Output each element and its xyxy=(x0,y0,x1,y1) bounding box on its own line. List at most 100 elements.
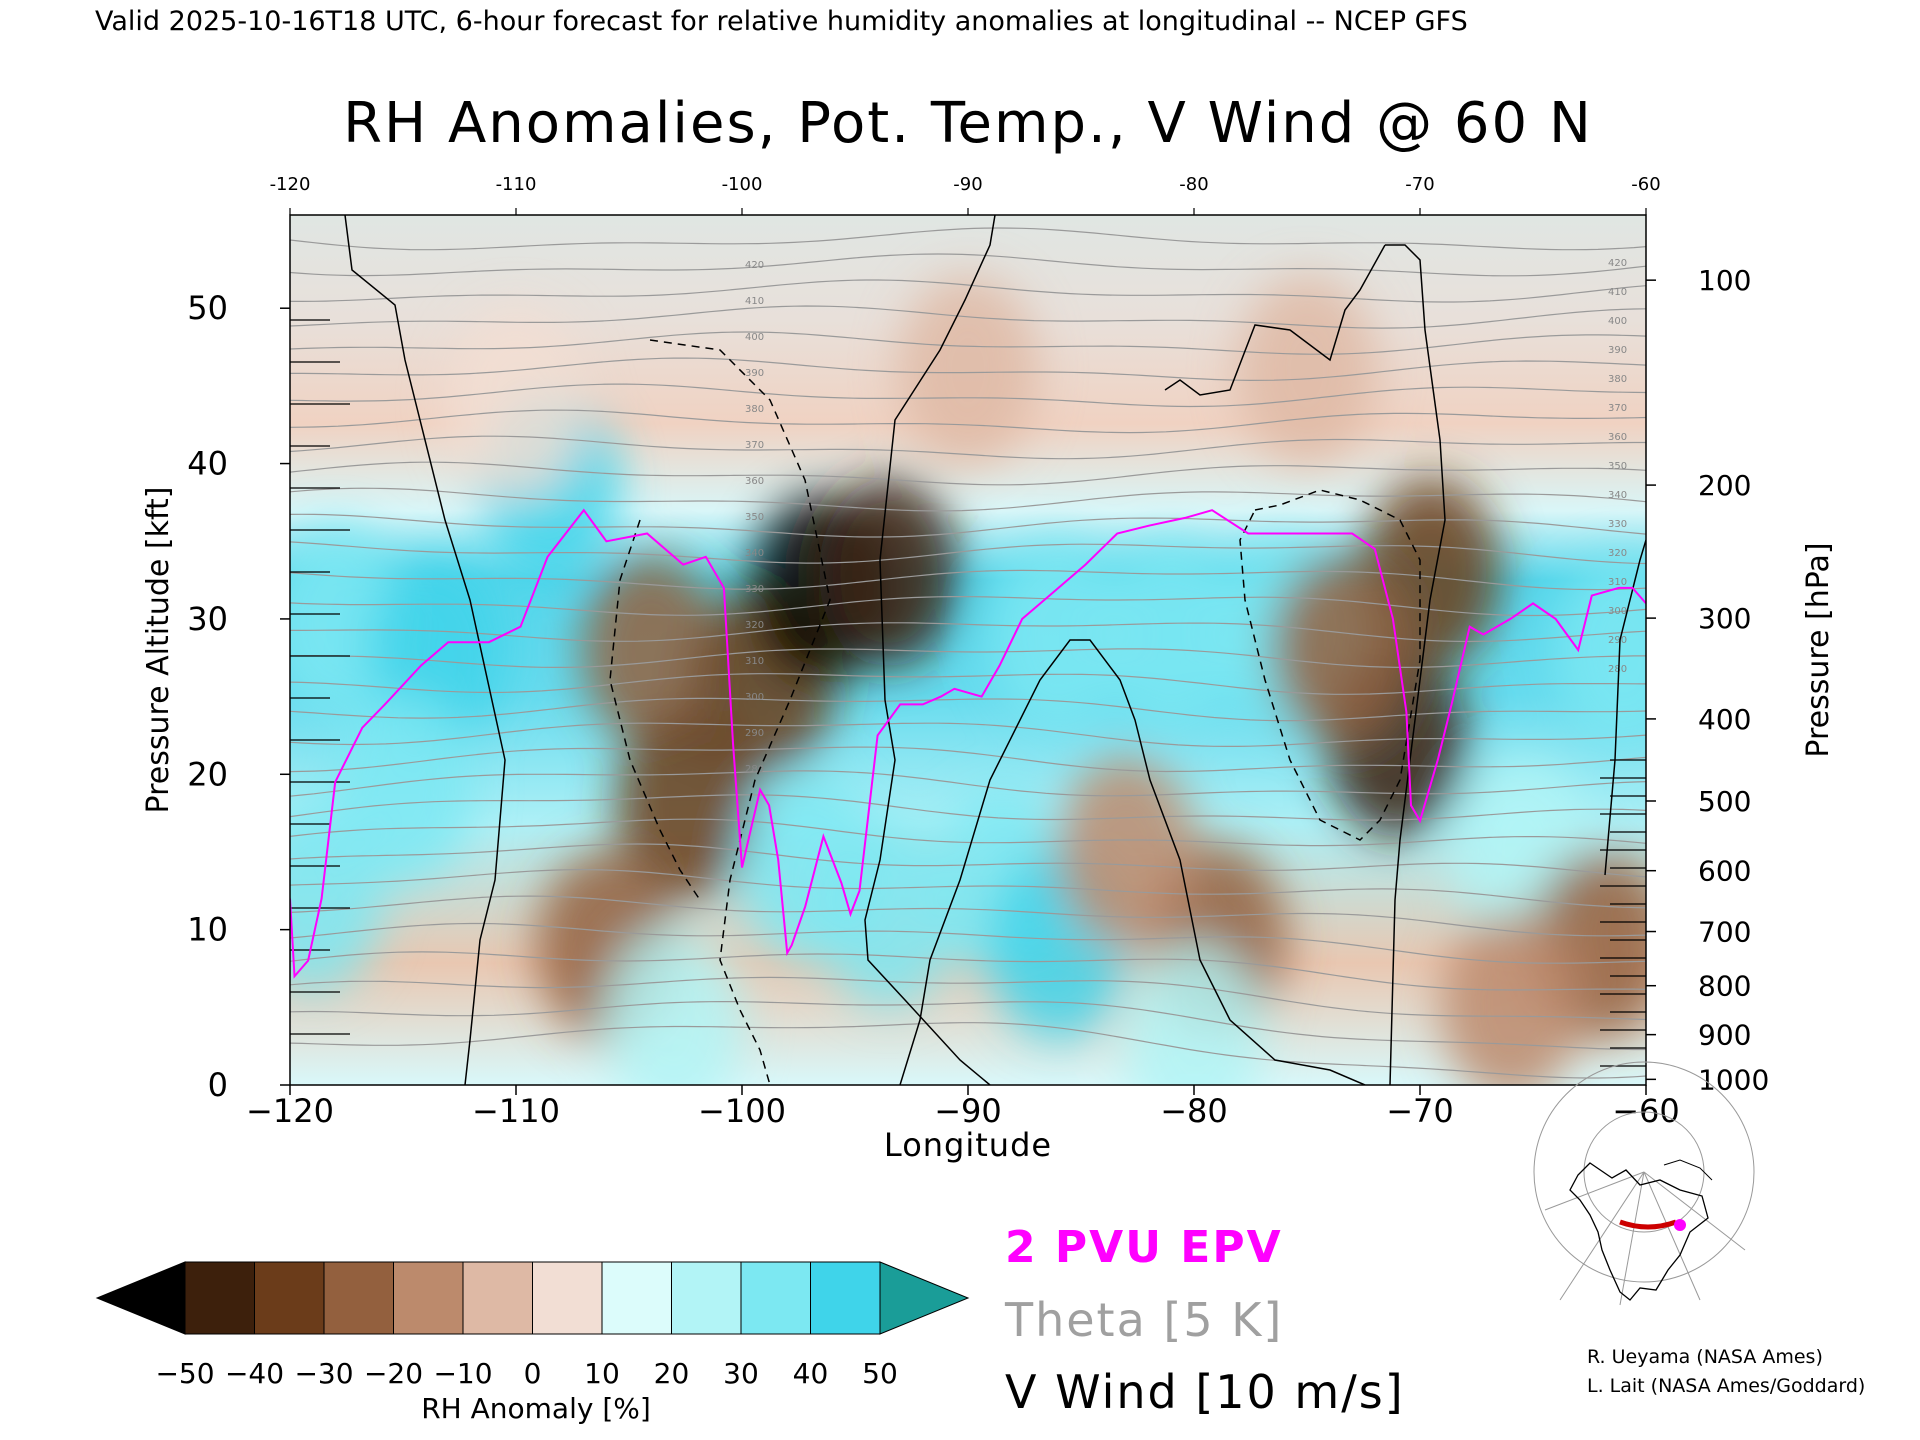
rh-anomaly-blob xyxy=(604,927,745,1085)
theta-contour-line xyxy=(290,383,1646,408)
theta-contour-line xyxy=(290,513,1646,538)
rh-anomaly-blob xyxy=(1237,275,1377,466)
rh-anomaly-blob xyxy=(1101,539,1242,730)
theta-contour-line xyxy=(290,541,1646,565)
rh-anomaly-blob xyxy=(333,694,473,885)
colorbar-tick-label: 10 xyxy=(584,1357,620,1390)
theta-contour-label: 370 xyxy=(745,440,764,451)
x-tick-label: −120 xyxy=(246,1092,334,1130)
colorbar-ticks: −50 −40 −30 −20 −10 0 10 20 30 40 50 xyxy=(155,1357,897,1390)
theta-contour-label: 350 xyxy=(1608,461,1627,472)
y-tick-label: 10 xyxy=(187,911,228,949)
vwind-contour-line xyxy=(1239,489,1421,841)
x-axis-ticks: −120 −110 −100 −90 −80 −70 −60 xyxy=(246,1085,1680,1130)
theta-contour-label: 400 xyxy=(745,332,764,343)
theta-contour-line xyxy=(290,648,1646,669)
top-tick-label: -100 xyxy=(722,174,763,195)
theta-contour-line xyxy=(290,279,1646,303)
theta-contour-line xyxy=(290,331,1646,355)
colorbar-tick-label: −20 xyxy=(364,1357,423,1390)
vwind-contour-line xyxy=(609,519,701,901)
rh-anomaly-blob xyxy=(818,477,959,668)
theta-contour-line xyxy=(290,770,1646,797)
chart-title: RH Anomalies, Pot. Temp., V Wind @ 60 N xyxy=(343,91,1593,156)
colorbar-cell xyxy=(254,1261,325,1335)
pressure-tick-label: 1000 xyxy=(1698,1063,1769,1096)
rh-anomaly-blob xyxy=(818,819,959,1010)
y-tick-label: 20 xyxy=(187,755,228,793)
vwind-contour-line xyxy=(649,339,831,1085)
theta-contour-label: 290 xyxy=(1608,635,1627,646)
theta-contour-line xyxy=(290,746,1646,773)
vwind-contour-line xyxy=(1164,244,1386,396)
colorbar-cell xyxy=(601,1261,672,1335)
pressure-tick-label: 100 xyxy=(1698,264,1751,297)
rh-anomaly-blob xyxy=(898,275,1038,466)
theta-contour-label: 300 xyxy=(1608,606,1627,617)
top-tick-label: -90 xyxy=(953,174,982,195)
x-tick-label: −100 xyxy=(698,1092,786,1130)
theta-contour-line xyxy=(290,435,1646,460)
rh-anomaly-blob xyxy=(988,539,1129,730)
vwind-contour-line xyxy=(899,639,1366,1085)
legend-vwind: V Wind [10 m/s] xyxy=(1005,1365,1405,1419)
colorbar-tick-label: −40 xyxy=(225,1357,284,1390)
credit-line-2: L. Lait (NASA Ames/Goddard) xyxy=(1587,1375,1865,1397)
locator-map xyxy=(1533,1061,1755,1306)
valid-time-header: Valid 2025-10-16T18 UTC, 6-hour forecast… xyxy=(95,6,1468,37)
theta-contour-label: 320 xyxy=(1608,548,1627,559)
colorbar-tick-label: 0 xyxy=(524,1357,542,1390)
rh-anomaly-blob xyxy=(1553,555,1646,745)
colorbar: −50 −40 −30 −20 −10 0 10 20 30 40 50 RH Anomaly [%… xyxy=(95,1261,970,1425)
theta-contour-label: 330 xyxy=(1608,519,1627,530)
colorbar-cells xyxy=(95,1261,970,1335)
vwind-contour-line xyxy=(1385,244,1446,1085)
theta-contour-line xyxy=(290,1022,1646,1079)
theta-contour-label: 400 xyxy=(1608,316,1627,327)
rh-anomaly-blob xyxy=(1124,943,1264,1085)
colorbar-max-arrow xyxy=(879,1261,970,1335)
colorbar-cell xyxy=(740,1261,811,1335)
top-tick-label: -120 xyxy=(270,174,311,195)
theta-contour-label: 330 xyxy=(745,584,764,595)
pressure-tick-label: 900 xyxy=(1698,1019,1751,1052)
rh-anomaly-blob xyxy=(615,710,756,901)
theta-contour-label: 290 xyxy=(745,728,764,739)
legend-theta: Theta [5 K] xyxy=(1004,1293,1283,1347)
theta-contour-line xyxy=(290,461,1646,486)
location-marker xyxy=(1674,1219,1686,1231)
theta-contour-label: 310 xyxy=(1608,577,1627,588)
theta-contour-label: 340 xyxy=(1608,490,1627,501)
top-tick-label: -70 xyxy=(1405,174,1434,195)
rh-anomaly-blob xyxy=(290,803,383,994)
x-tick-label: −110 xyxy=(472,1092,560,1130)
theta-contour-line xyxy=(290,357,1646,382)
theta-contour-line xyxy=(290,409,1646,434)
legend-epv: 2 PVU EPV xyxy=(1005,1222,1283,1273)
theta-contour-label: 410 xyxy=(1608,287,1627,298)
theta-contour-line xyxy=(290,895,1646,937)
theta-contour-line xyxy=(290,227,1646,251)
x-axis-label: Longitude xyxy=(884,1126,1052,1164)
colorbar-label: RH Anomaly [%] xyxy=(421,1392,651,1425)
theta-contour-label: 280 xyxy=(1608,664,1627,675)
theta-contour-line xyxy=(290,951,1646,991)
theta-contour-label: 410 xyxy=(745,296,764,307)
theta-contour-line xyxy=(290,818,1646,847)
y-axis-label-left: Pressure Altitude [kft] xyxy=(141,487,176,814)
y-axis-ticks: 0 10 20 30 40 50 xyxy=(187,289,290,1104)
colorbar-cell xyxy=(671,1261,742,1335)
theta-contour-label: 380 xyxy=(745,404,764,415)
pressure-tick-label: 400 xyxy=(1698,703,1751,736)
theta-contour-line xyxy=(290,697,1646,722)
theta-contour-line xyxy=(290,922,1646,964)
theta-contour-label: 360 xyxy=(745,476,764,487)
vwind-contour-line xyxy=(344,215,506,1085)
theta-contour-label: 420 xyxy=(745,260,764,271)
pressure-tick-label: 300 xyxy=(1698,602,1751,635)
colorbar-tick-label: 20 xyxy=(654,1357,690,1390)
epv-2pvu-line xyxy=(290,508,1646,979)
colorbar-cell xyxy=(184,1261,255,1335)
vwind-contours xyxy=(344,215,1646,1085)
